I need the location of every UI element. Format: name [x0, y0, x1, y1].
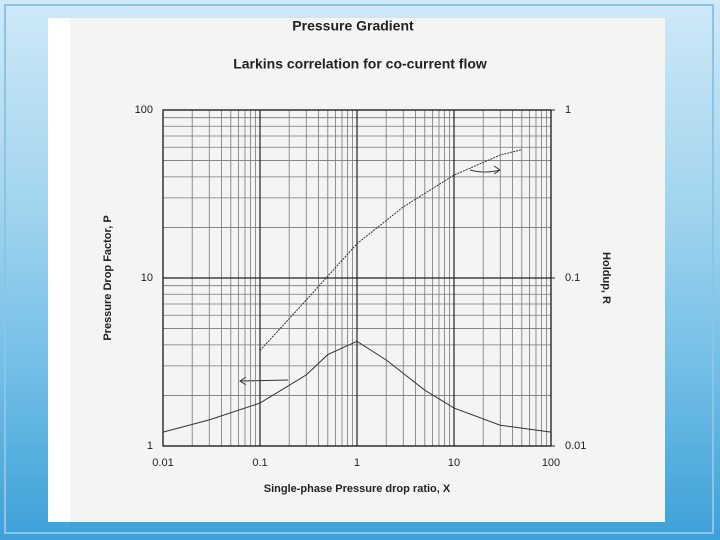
y-axis-label: Pressure Drop Factor, P: [102, 215, 114, 340]
plot-border: [162, 109, 552, 447]
x-tick-label: 1: [354, 457, 360, 469]
arrow: [239, 165, 501, 386]
data-line: [162, 340, 552, 433]
chart-subtitle: Larkins correlation for co-current flow: [233, 56, 487, 72]
y-tick-label: 100: [135, 104, 153, 116]
y2-axis-label: Holdup, R: [600, 252, 612, 304]
y-tick-label: 10: [141, 272, 153, 284]
x-axis-label: Single-phase Pressure drop ratio, X: [264, 483, 451, 495]
x-tick-label: 0.01: [152, 457, 173, 469]
scanned-figure: [70, 18, 665, 522]
x-tick-label: 10: [448, 457, 460, 469]
y2-tick-label: 0.01: [565, 440, 586, 452]
slide-frame: [4, 4, 714, 534]
y-tick-label: 1: [147, 440, 153, 452]
y2-tick-label: 1: [565, 104, 571, 116]
x-tick-label: 100: [542, 457, 560, 469]
chart-title: Pressure Gradient: [292, 18, 414, 34]
y2-tick-label: 0.1: [565, 272, 580, 284]
data-line: [259, 149, 522, 351]
x-tick-label: 0.1: [252, 457, 267, 469]
